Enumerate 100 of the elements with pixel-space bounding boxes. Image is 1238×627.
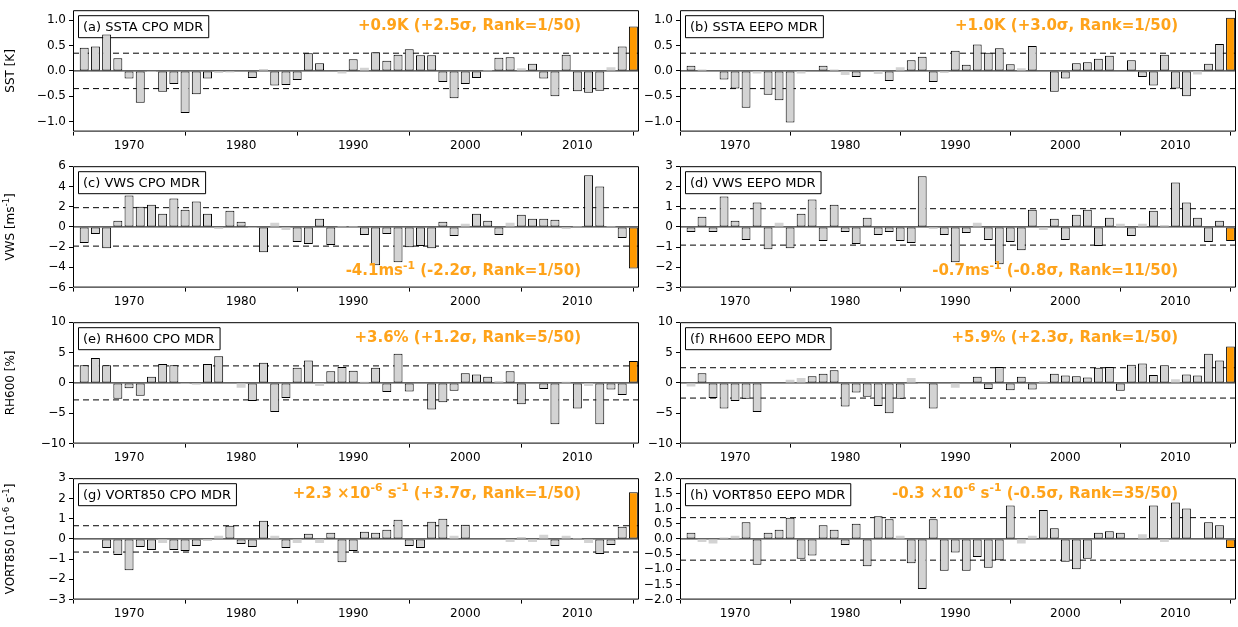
x-tick-label: 1980 [829, 449, 861, 464]
annotation: +1.0K (+3.0σ, Rank=1/50) [954, 16, 1178, 35]
annotation: +5.9% (+2.3σ, Rank=1/50) [951, 328, 1178, 347]
y-tick-label: 1.5 [653, 485, 673, 500]
x-tick-label: 1990 [939, 449, 971, 464]
y-tick-label: 1 [665, 198, 673, 213]
text: (g) VORT850 CPO MDR [83, 486, 231, 502]
x-tick-label: 1970 [113, 293, 145, 308]
y-tick-label: −5 [48, 405, 66, 420]
x-tick-label: 1970 [719, 293, 751, 308]
y-tick-label: 0.5 [653, 37, 673, 52]
x-tick-label: 2000 [450, 137, 481, 152]
y-tick-label: −2.0 [643, 591, 673, 606]
annotation: +0.9K (+2.5σ, Rank=1/50) [357, 16, 581, 35]
x-tick-label: 2000 [450, 449, 481, 464]
x-tick-label: 2000 [1050, 449, 1081, 464]
y-tick-label: 0 [58, 531, 66, 546]
y-tick-label: 0 [665, 219, 673, 234]
y-tick-label: 2 [665, 178, 673, 193]
x-tick-label: 1980 [225, 137, 257, 152]
y-tick-label: −1 [655, 239, 673, 254]
y-tick-label: 10 [50, 314, 66, 329]
x-tick-label: 1970 [113, 605, 145, 620]
text: (e) RH600 CPO MDR [83, 330, 215, 346]
x-tick-label: 2010 [562, 293, 593, 308]
y-tick-label: −2 [48, 571, 66, 586]
x-tick-label: 2010 [562, 449, 593, 464]
y-tick-label: 1.0 [653, 12, 673, 27]
x-tick-label: 1990 [337, 449, 369, 464]
y-tick-label: 0.0 [653, 63, 673, 78]
x-tick-label: 2000 [1050, 605, 1081, 620]
x-tick-label: 2010 [1160, 137, 1191, 152]
x-tick-label: 1980 [225, 605, 257, 620]
x-tick-label: 2010 [1160, 605, 1191, 620]
y-tick-label: 6 [58, 158, 66, 173]
y-axis-title: VORT850 [10-6 s-1] [0, 483, 18, 595]
y-tick-label: −0.5 [643, 88, 673, 103]
y-tick-label: −2 [48, 239, 66, 254]
y-tick-label: 5 [665, 344, 673, 359]
y-tick-label: 0 [58, 219, 66, 234]
x-tick-label: 1980 [829, 137, 861, 152]
text: (b) SSTA EEPO MDR [690, 18, 818, 34]
y-tick-label: 1.0 [653, 500, 673, 515]
y-tick-label: −3 [48, 591, 66, 606]
y-tick-label: 0.0 [653, 531, 673, 546]
x-tick-label: 2000 [450, 293, 481, 308]
y-tick-label: 2 [58, 198, 66, 213]
x-tick-label: 1970 [719, 449, 751, 464]
y-tick-label: −1.0 [36, 113, 66, 128]
y-tick-label: −1.0 [643, 113, 673, 128]
x-tick-label: 1980 [225, 449, 257, 464]
x-tick-label: 1980 [829, 605, 861, 620]
y-tick-label: 0.5 [653, 515, 673, 530]
y-tick-label: 0 [58, 375, 66, 390]
y-tick-label: −0.5 [643, 546, 673, 561]
y-tick-label: 1.0 [46, 12, 66, 27]
text: (f) RH600 EEPO MDR [690, 330, 826, 346]
x-tick-label: 2000 [450, 605, 481, 620]
x-tick-label: 1970 [719, 137, 751, 152]
y-tick-label: 0.5 [46, 37, 66, 52]
annotation: +3.6% (+1.2σ, Rank=5/50) [354, 328, 581, 347]
text: (a) SSTA CPO MDR [83, 18, 204, 34]
x-tick-label: 1980 [225, 293, 257, 308]
y-tick-label: −10 [40, 435, 66, 450]
y-tick-label: −1.0 [643, 561, 673, 576]
text: (h) VORT850 EEPO MDR [690, 486, 846, 502]
y-tick-label: 3 [665, 158, 673, 173]
x-tick-label: 1990 [939, 605, 971, 620]
y-tick-label: −1 [48, 551, 66, 566]
x-tick-label: 1990 [337, 137, 369, 152]
y-tick-label: −0.5 [36, 88, 66, 103]
y-tick-label: 5 [58, 344, 66, 359]
text: (d) VWS EEPO MDR [690, 174, 816, 190]
x-tick-label: 2000 [1050, 293, 1081, 308]
y-tick-label: 2 [58, 490, 66, 505]
x-tick-label: 2010 [1160, 293, 1191, 308]
y-tick-label: 0.0 [46, 63, 66, 78]
x-tick-label: 2010 [562, 605, 593, 620]
x-tick-label: 1990 [337, 605, 369, 620]
x-tick-label: 1970 [719, 605, 751, 620]
y-tick-label: 1 [58, 510, 66, 525]
x-tick-label: 1990 [939, 293, 971, 308]
y-tick-label: 10 [657, 314, 673, 329]
y-axis-title: VWS [ms-1] [0, 193, 18, 261]
y-tick-label: −10 [647, 435, 673, 450]
x-tick-label: 2010 [1160, 449, 1191, 464]
x-tick-label: 2000 [1050, 137, 1081, 152]
x-tick-label: 1980 [829, 293, 861, 308]
y-tick-label: −5 [655, 405, 673, 420]
y-tick-label: 4 [58, 178, 66, 193]
y-tick-label: −2 [655, 259, 673, 274]
y-tick-label: 3 [58, 470, 66, 485]
y-tick-label: 0 [665, 375, 673, 390]
y-axis-title: SST [K] [3, 49, 18, 93]
y-tick-label: −3 [655, 279, 673, 294]
y-tick-label: −1.5 [643, 576, 673, 591]
y-tick-label: −4 [48, 259, 66, 274]
x-tick-label: 1990 [337, 293, 369, 308]
x-tick-label: 1990 [939, 137, 971, 152]
text: (c) VWS CPO MDR [83, 174, 201, 190]
